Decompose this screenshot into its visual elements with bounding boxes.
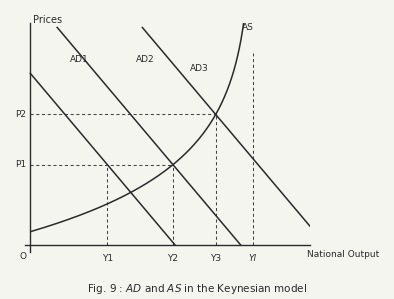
Text: P2: P2 bbox=[15, 110, 26, 119]
Text: Yl: Yl bbox=[249, 254, 257, 263]
Text: AD3: AD3 bbox=[190, 64, 209, 73]
Text: AD2: AD2 bbox=[136, 55, 154, 64]
Text: AS: AS bbox=[242, 22, 254, 31]
Text: O: O bbox=[19, 252, 26, 261]
Text: P1: P1 bbox=[15, 160, 26, 169]
Text: National Output: National Output bbox=[307, 250, 379, 259]
Text: Y3: Y3 bbox=[210, 254, 221, 263]
Text: Fig. 9 : $AD$ and $AS$ in the Keynesian model: Fig. 9 : $AD$ and $AS$ in the Keynesian … bbox=[87, 282, 307, 296]
Text: Y1: Y1 bbox=[102, 254, 113, 263]
Text: Prices: Prices bbox=[33, 15, 62, 25]
Text: Y2: Y2 bbox=[167, 254, 178, 263]
Text: AD1: AD1 bbox=[70, 55, 89, 64]
